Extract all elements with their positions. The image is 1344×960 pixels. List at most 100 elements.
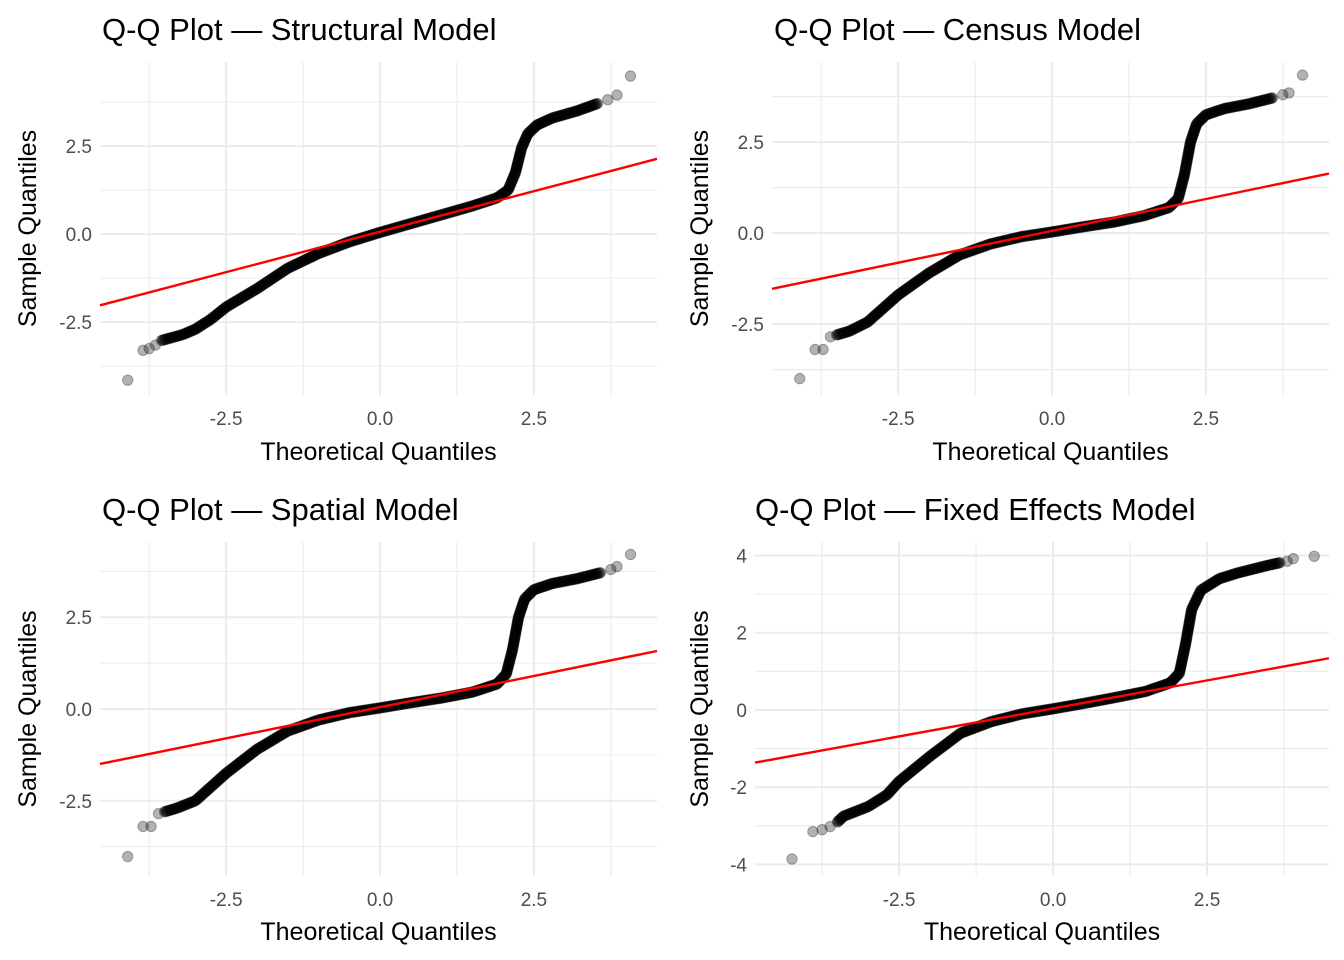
sample-point [1261,93,1273,106]
sample-point [266,734,279,746]
sample-point [510,163,522,175]
sample-point [536,581,549,593]
sample-point [940,738,952,751]
sample-point [509,629,521,642]
sample-point [572,572,584,585]
sample-point [192,321,204,334]
sample-point [250,283,262,296]
sample-point [229,760,242,772]
sample-point [276,728,289,740]
sample-point [516,141,528,153]
sample-point [507,642,519,654]
x-tick-label: -2.5 [883,890,916,911]
sample-point [1239,98,1252,111]
sample-point [548,111,561,124]
sample-point [302,252,314,265]
sample-point [162,332,175,345]
sample-point [915,757,927,770]
sample-point [1177,174,1189,187]
sample-point [1232,100,1245,112]
sample-point [1173,190,1185,202]
sample-point [1223,101,1235,114]
sample-point [875,792,887,805]
sample-point [243,749,256,761]
sample-point [1172,191,1185,204]
sample-point [947,733,959,745]
sample-point [1202,108,1214,120]
sample-point [579,571,591,583]
sample-point [247,746,259,758]
sample-point [507,637,520,650]
sample-point [187,324,200,336]
sample-point [544,578,556,590]
sample-point [956,727,968,739]
sample-point [168,803,181,815]
sample-point [514,147,526,160]
sample-point [561,108,573,120]
sample-point [511,618,523,630]
sample-point [832,815,844,827]
sample-point [896,773,908,785]
sample-point [180,327,192,339]
sample-point [1264,92,1276,105]
sample-point [935,260,947,272]
sample-point [1184,137,1196,149]
y-tick-label: 4 [736,547,747,568]
sample-point [502,660,514,672]
sample-point [1204,107,1216,120]
sample-point [159,333,171,346]
sample-point [272,730,285,743]
sample-point [537,580,550,593]
sample-point [252,282,264,294]
sample-point [225,763,237,776]
sample-point [563,107,575,119]
sample-point [1190,118,1203,130]
sample-point [1196,113,1208,125]
sample-point [182,798,194,810]
sample-point [1193,115,1205,128]
sample-point [555,109,568,122]
sample-point [895,287,907,299]
sample-point [505,649,517,661]
sample-point [504,652,517,664]
sample-point [863,314,875,327]
sample-point [546,577,559,590]
sample-point [264,735,276,748]
sample-point [206,780,218,792]
sample-point [262,275,274,288]
sample-point [869,309,882,321]
sample-point [195,319,207,332]
sample-point [189,795,202,807]
sample-point [240,752,252,764]
sample-point [506,646,518,659]
sample-point [1190,119,1203,131]
sample-point [209,309,222,322]
sample-point [525,586,538,598]
sample-point [575,103,587,116]
sample-point [186,796,198,808]
sample-point [195,789,208,801]
sample-point [856,803,868,815]
sample-point [237,754,249,766]
sample-point [158,334,170,346]
sample-point [248,745,260,758]
sample-point [586,99,598,112]
sample-point [1258,94,1271,106]
sample-point [284,261,296,273]
sample-point [156,334,169,346]
sample-point [569,105,581,118]
sample-point [504,178,517,191]
sample-point [194,320,206,332]
sample-point [1188,125,1200,138]
sample-point [236,291,249,303]
sample-point [954,728,966,740]
sample-point [520,131,533,143]
sample-point [916,756,929,768]
sample-point [591,97,604,110]
sample-point [937,740,949,753]
sample-point [843,808,855,820]
sample-point [1190,120,1202,132]
x-tick-label: -2.5 [210,890,243,911]
sample-point [518,136,530,149]
sample-point [251,743,263,756]
